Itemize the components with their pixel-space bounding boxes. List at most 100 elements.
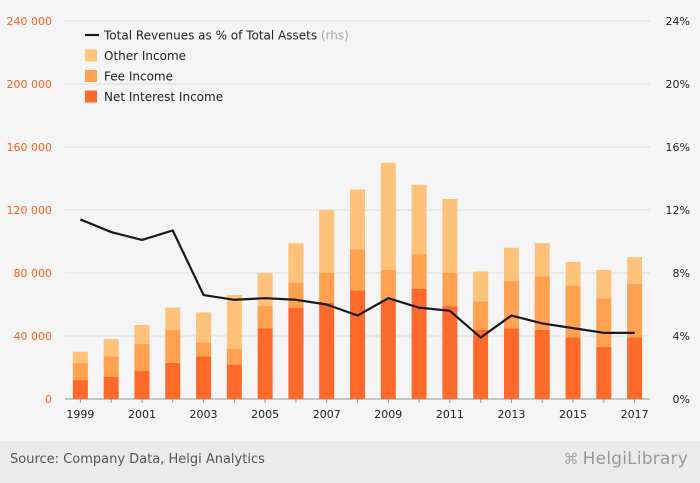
legend-label-text: Fee Income bbox=[104, 70, 173, 84]
chart: 0 40 000 80 000 120 000 160 000 200 000 240 00… bbox=[7, 15, 691, 421]
bar-segment bbox=[627, 284, 643, 338]
bar-segment bbox=[503, 280, 519, 329]
bar-segment bbox=[596, 298, 612, 348]
y-left-tick-label: 200 000 bbox=[7, 78, 53, 91]
x-tick-label: 2001 bbox=[128, 408, 156, 421]
bar-segment bbox=[72, 380, 88, 399]
legend-label-text: Other Income bbox=[104, 49, 186, 63]
bar-segment bbox=[380, 162, 396, 270]
bar-segment bbox=[380, 269, 396, 300]
bar-segment bbox=[503, 328, 519, 399]
bar-segment bbox=[103, 356, 119, 377]
bar-segment bbox=[596, 347, 612, 399]
x-tick-label: 1999 bbox=[66, 408, 94, 421]
bar-segment bbox=[473, 301, 489, 330]
x-tick-label: 2003 bbox=[190, 408, 218, 421]
bar-segment bbox=[473, 329, 489, 399]
bar-segment bbox=[534, 329, 550, 399]
y-right-tick-label: 0% bbox=[673, 393, 690, 406]
x-tick-label: 2009 bbox=[374, 408, 402, 421]
bar-segment bbox=[72, 351, 88, 363]
source-note: Source: Company Data, Helgi Analytics bbox=[10, 452, 265, 467]
footer: Source: Company Data, Helgi Analytics ⌘ H… bbox=[0, 441, 700, 483]
bar-segment bbox=[350, 290, 365, 399]
bar-segment bbox=[196, 342, 212, 357]
y-left-tick-label: 160 000 bbox=[7, 141, 53, 154]
legend-label-text: Net Interest Income bbox=[104, 90, 223, 104]
bar-segment bbox=[319, 273, 335, 303]
helgi-library-logo: ⌘ HelgiLibrary bbox=[563, 449, 688, 469]
legend-label: Fee Income bbox=[104, 70, 173, 84]
bar-segment bbox=[565, 337, 581, 399]
bar-segment bbox=[442, 273, 458, 307]
line-series bbox=[79, 218, 635, 339]
bar-segment bbox=[72, 362, 88, 381]
legend-label: Net Interest Income bbox=[104, 90, 223, 104]
bar-segment bbox=[627, 337, 643, 399]
bar-segment bbox=[257, 328, 273, 399]
bar-segment bbox=[196, 356, 212, 399]
bar-segment bbox=[134, 324, 150, 344]
bar-segment bbox=[319, 210, 335, 273]
bar-segment bbox=[165, 362, 181, 399]
y-left-tick-label: 40 000 bbox=[14, 330, 53, 343]
bar-segment bbox=[411, 254, 427, 289]
bar-segment bbox=[442, 198, 458, 273]
y-right-tick-label: 24% bbox=[666, 15, 690, 28]
legend-swatch bbox=[85, 90, 97, 103]
y-left-tick-label: 240 000 bbox=[7, 15, 53, 28]
bar-segment bbox=[565, 261, 581, 286]
bar-segment bbox=[350, 189, 365, 250]
bar-segment bbox=[565, 285, 581, 338]
y-left-tick-label: 120 000 bbox=[7, 204, 53, 217]
x-tick-label: 2013 bbox=[497, 408, 525, 421]
library-icon: ⌘ bbox=[563, 450, 579, 468]
bar-segment bbox=[134, 343, 150, 371]
bar-segment bbox=[288, 307, 304, 399]
legend-label: Other Income bbox=[104, 49, 186, 63]
x-tick-label: 2017 bbox=[621, 408, 649, 421]
bar-segment bbox=[257, 306, 273, 329]
bar-segment bbox=[596, 269, 612, 299]
bar-segment bbox=[627, 257, 643, 285]
bar-segment bbox=[165, 307, 181, 330]
bar-segment bbox=[103, 376, 119, 399]
y-right-tick-label: 16% bbox=[666, 141, 690, 154]
x-tick-label: 2011 bbox=[436, 408, 464, 421]
bar-segment bbox=[319, 302, 335, 399]
bar-segment bbox=[288, 243, 304, 283]
x-tick-label: 2015 bbox=[559, 408, 587, 421]
bar-segment bbox=[196, 312, 212, 343]
bar-segment bbox=[473, 271, 489, 302]
legend-swatch bbox=[85, 70, 97, 82]
bar-segment bbox=[226, 364, 242, 399]
y-left-tick-label: 0 bbox=[45, 393, 52, 406]
bar-segment bbox=[411, 288, 427, 399]
bar-segment bbox=[103, 339, 119, 357]
bar-segment bbox=[442, 306, 458, 399]
y-right-tick-label: 8% bbox=[673, 267, 690, 280]
bar-segment bbox=[257, 273, 273, 307]
bar-segment bbox=[411, 184, 427, 255]
legend-label: Total Revenues as % of Total Assets (rhs… bbox=[103, 29, 349, 43]
bar-segment bbox=[226, 348, 242, 365]
bar-segment bbox=[134, 370, 150, 399]
bar-segment bbox=[380, 299, 396, 399]
x-tick-label: 2005 bbox=[251, 408, 279, 421]
y-right-tick-label: 4% bbox=[673, 330, 690, 343]
logo-text: HelgiLibrary bbox=[582, 449, 688, 469]
bar-segment bbox=[226, 295, 242, 349]
x-tick-label: 2007 bbox=[313, 408, 341, 421]
y-left-tick-label: 80 000 bbox=[14, 267, 53, 280]
bar-segment bbox=[534, 243, 550, 277]
bar-segment bbox=[350, 249, 365, 291]
bar-segment bbox=[503, 247, 519, 281]
bar-segment bbox=[534, 276, 550, 330]
bar-segment bbox=[165, 329, 181, 363]
legend-label-text: Total Revenues as % of Total Assets bbox=[103, 29, 317, 43]
legend-swatch bbox=[85, 49, 97, 62]
y-right-tick-label: 20% bbox=[666, 78, 690, 91]
y-right-tick-label: 12% bbox=[666, 204, 690, 217]
legend-label-suffix: (rhs) bbox=[317, 29, 349, 43]
bar-segment bbox=[288, 282, 304, 308]
